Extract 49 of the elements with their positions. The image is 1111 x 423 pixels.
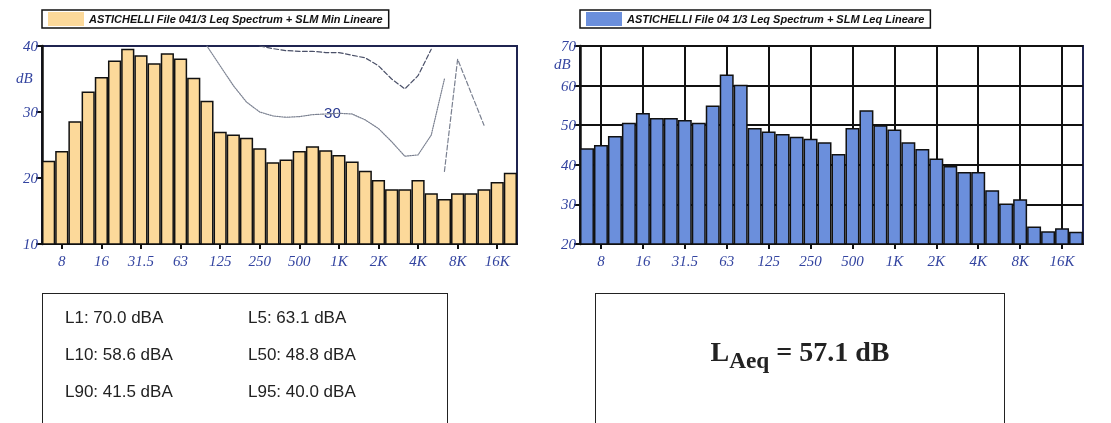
- y-tick-label: 20: [561, 236, 577, 252]
- x-tick-label: 2K: [927, 252, 947, 269]
- legend-label: ASTICHELLI File 041/3 Leq Spectrum + SLM Min Lineare: [88, 13, 383, 25]
- x-tick-label: 1K: [330, 252, 349, 269]
- y-tick-label: 30: [22, 104, 39, 120]
- x-tick-label: 4K: [969, 252, 988, 269]
- x-tick-label: 16: [635, 252, 651, 269]
- line-series: [206, 45, 446, 157]
- y-tick-label: 40: [23, 38, 39, 54]
- line-series: [443, 58, 485, 172]
- x-tick-label: 250: [799, 252, 823, 269]
- y-tick-label: 70: [561, 38, 577, 54]
- line-series: [259, 45, 432, 90]
- y-tick-label: 40: [561, 156, 577, 173]
- text: L95: 40.0 dBA: [248, 382, 356, 402]
- x-tick-label: 8K: [1011, 252, 1030, 269]
- x-tick-label: 8: [597, 252, 606, 269]
- x-tick-label: 31.5: [670, 252, 699, 269]
- x-tick-label: 16: [93, 252, 110, 269]
- text: L5: 63.1 dBA: [248, 308, 347, 328]
- x-tick-label: 4K: [409, 252, 428, 269]
- y-tick-label: 50: [561, 117, 577, 134]
- x-tick-label: 500: [841, 252, 865, 269]
- x-tick-label: 125: [757, 252, 781, 269]
- x-tick-label: 1K: [885, 252, 905, 269]
- y-axis-title: dB: [554, 56, 571, 73]
- x-tick-label: 8: [58, 252, 67, 269]
- x-tick-label: 2K: [369, 252, 389, 269]
- x-tick-label: 8K: [448, 252, 468, 269]
- legend-label: ASTICHELLI File 04 1/3 Leq Spectrum + SLM Leq Lineare: [626, 13, 925, 25]
- x-tick-label: 16K: [1049, 252, 1076, 269]
- x-tick-label: 31.5: [126, 252, 155, 269]
- y-axis-title: dB: [16, 69, 33, 86]
- x-tick-label: 16K: [484, 252, 511, 269]
- y-tick-label: 30: [560, 196, 577, 213]
- y-tick-label: 20: [23, 170, 39, 186]
- text: L1: 70.0 dBA: [65, 308, 164, 328]
- y-tick-label: 10: [23, 236, 39, 252]
- x-tick-label: 500: [288, 252, 312, 269]
- x-tick-label: 63: [173, 252, 189, 269]
- text: L90: 41.5 dBA: [65, 382, 173, 402]
- text: L$_{Aeq}$ = 57.1 dB: [709, 336, 891, 374]
- text: L10: 58.6 dBA: [65, 345, 173, 365]
- text: L50: 48.8 dBA: [248, 345, 356, 365]
- x-tick-label: 125: [208, 252, 232, 269]
- y-tick-label: 60: [561, 77, 577, 94]
- x-tick-label: 250: [248, 252, 272, 269]
- x-tick-label: 63: [719, 252, 735, 269]
- annotation: 30: [324, 104, 341, 122]
